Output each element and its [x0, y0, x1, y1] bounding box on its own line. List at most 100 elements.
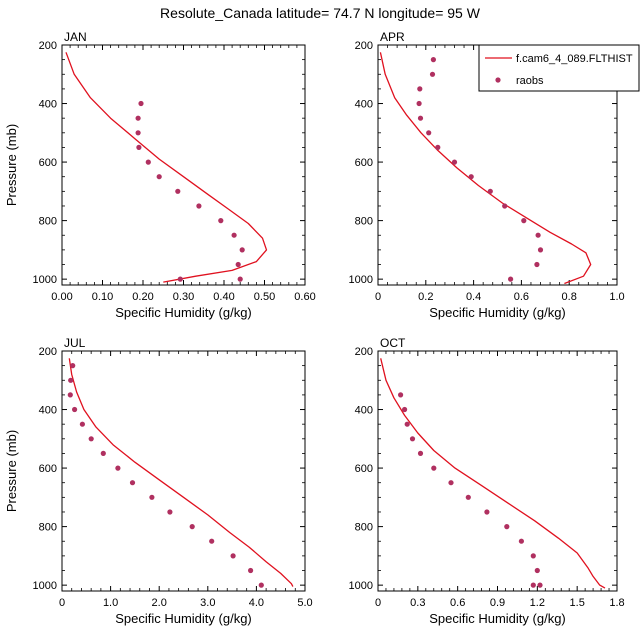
- obs-point-oct: [404, 421, 410, 427]
- obs-point-jan: [218, 218, 224, 224]
- panel-label-apr: APR: [380, 30, 405, 44]
- figure-title: Resolute_Canada latitude= 74.7 N longitu…: [160, 5, 481, 21]
- x-tick-label: 0: [375, 291, 381, 303]
- y-tick-label: 600: [39, 463, 57, 475]
- legend-model-label: f.cam6_4_089.FLTHIST: [516, 53, 633, 65]
- obs-point-jul: [100, 450, 106, 456]
- x-tick-label: 0.20: [132, 291, 153, 303]
- panel-label-jan: JAN: [64, 30, 87, 44]
- obs-point-oct: [530, 582, 536, 588]
- obs-point-jan: [231, 232, 237, 238]
- y-tick-label: 800: [39, 522, 57, 534]
- obs-point-jul: [67, 392, 73, 398]
- obs-point-jul: [115, 465, 121, 471]
- x-tick-label: 0.6: [514, 291, 529, 303]
- x-tick-label: 0.00: [51, 291, 72, 303]
- x-tick-label: 1.0: [103, 597, 118, 609]
- obs-point-oct: [465, 494, 471, 500]
- obs-point-apr: [468, 174, 474, 180]
- y-tick-label: 1000: [349, 580, 373, 592]
- x-tick-label: 0.30: [173, 291, 194, 303]
- obs-point-jul: [258, 582, 264, 588]
- x-tick-label: 0.4: [466, 291, 481, 303]
- obs-point-jul: [149, 494, 155, 500]
- y-axis-label-jan: Pressure (mb): [4, 124, 19, 206]
- x-tick-label: 1.8: [609, 597, 624, 609]
- obs-point-oct: [504, 524, 510, 530]
- obs-point-apr: [430, 57, 436, 63]
- y-tick-label: 400: [39, 405, 57, 417]
- obs-point-jul: [79, 421, 85, 427]
- obs-point-oct: [537, 582, 543, 588]
- model-line-jul: [68, 358, 294, 587]
- y-tick-label: 200: [39, 346, 57, 358]
- legend-box: [478, 44, 640, 92]
- legend: f.cam6_4_089.FLTHIST raobs: [478, 44, 640, 92]
- obs-point-jul: [167, 509, 173, 515]
- obs-point-jul: [88, 436, 94, 442]
- y-tick-label: 400: [355, 99, 373, 111]
- panel-jul: JUL 0 1.0 2.0 3.0 4.0 5.0 200 400 600 800 1000 Speci…: [4, 336, 313, 626]
- plot-frame-oct: [377, 350, 618, 592]
- y-tick-label: 400: [355, 405, 373, 417]
- obs-point-jan: [136, 144, 142, 150]
- obs-point-apr: [417, 115, 424, 121]
- obs-point-oct: [484, 509, 490, 515]
- model-line-jan: [65, 52, 268, 283]
- x-axis-label-apr: Specific Humidity (g/kg): [429, 305, 566, 320]
- x-tick-label: 0: [375, 597, 381, 609]
- plot-frame-jan: [61, 44, 306, 286]
- x-tick-label: 0: [59, 597, 65, 609]
- y-tick-label: 600: [39, 157, 57, 169]
- obs-point-jan: [177, 276, 183, 282]
- obs-point-apr: [535, 232, 541, 238]
- y-tick-label: 200: [355, 346, 373, 358]
- y-tick-label: 200: [355, 40, 373, 52]
- obs-point-apr: [426, 130, 432, 136]
- y-tick-label: 800: [355, 216, 373, 228]
- y-tick-label: 800: [39, 216, 57, 228]
- x-tick-label: 0.10: [92, 291, 113, 303]
- obs-point-jan: [235, 261, 241, 268]
- panel-label-jul: JUL: [64, 336, 86, 350]
- obs-point-jul: [230, 553, 236, 559]
- y-tick-label: 200: [39, 40, 57, 52]
- obs-point-apr: [429, 71, 436, 77]
- obs-point-oct: [398, 392, 404, 398]
- y-tick-label: 600: [355, 463, 373, 475]
- legend-obs-label: raobs: [516, 75, 544, 87]
- obs-point-apr: [508, 276, 514, 282]
- model-line-apr: [379, 52, 592, 285]
- y-tick-label: 1000: [33, 580, 57, 592]
- obs-point-jul: [68, 377, 74, 383]
- model-line-oct: [380, 358, 606, 589]
- obs-point-jan: [135, 115, 141, 121]
- x-tick-label: 1.0: [609, 291, 624, 303]
- x-tick-label: 4.0: [249, 597, 264, 609]
- panel-jan: JAN 0.00 0.10 0.20 0.30 0.40 0.50 0.60 200 400 600…: [4, 30, 316, 320]
- obs-point-oct: [417, 450, 424, 456]
- obs-point-jul: [129, 480, 136, 486]
- x-tick-label: 0.2: [418, 291, 433, 303]
- x-tick-label: 0.50: [254, 291, 275, 303]
- obs-point-jan: [135, 130, 141, 136]
- y-tick-label: 400: [39, 99, 57, 111]
- obs-point-jan: [175, 188, 181, 194]
- obs-point-apr: [534, 261, 540, 268]
- obs-point-jul: [70, 363, 76, 369]
- obs-point-oct: [518, 538, 525, 544]
- obs-point-oct: [530, 553, 536, 559]
- x-axis-label-oct: Specific Humidity (g/kg): [429, 611, 566, 626]
- x-tick-label: 3.0: [200, 597, 215, 609]
- x-tick-label: 0.6: [450, 597, 465, 609]
- obs-point-jan: [239, 247, 245, 253]
- x-tick-label: 0.9: [490, 597, 505, 609]
- obs-point-apr: [451, 159, 458, 165]
- obs-point-jan: [138, 100, 144, 107]
- obs-point-oct: [431, 465, 437, 471]
- obs-point-oct: [402, 406, 408, 413]
- plot-frame-jul: [61, 350, 306, 592]
- obs-point-apr: [521, 218, 527, 224]
- obs-point-oct: [409, 436, 416, 442]
